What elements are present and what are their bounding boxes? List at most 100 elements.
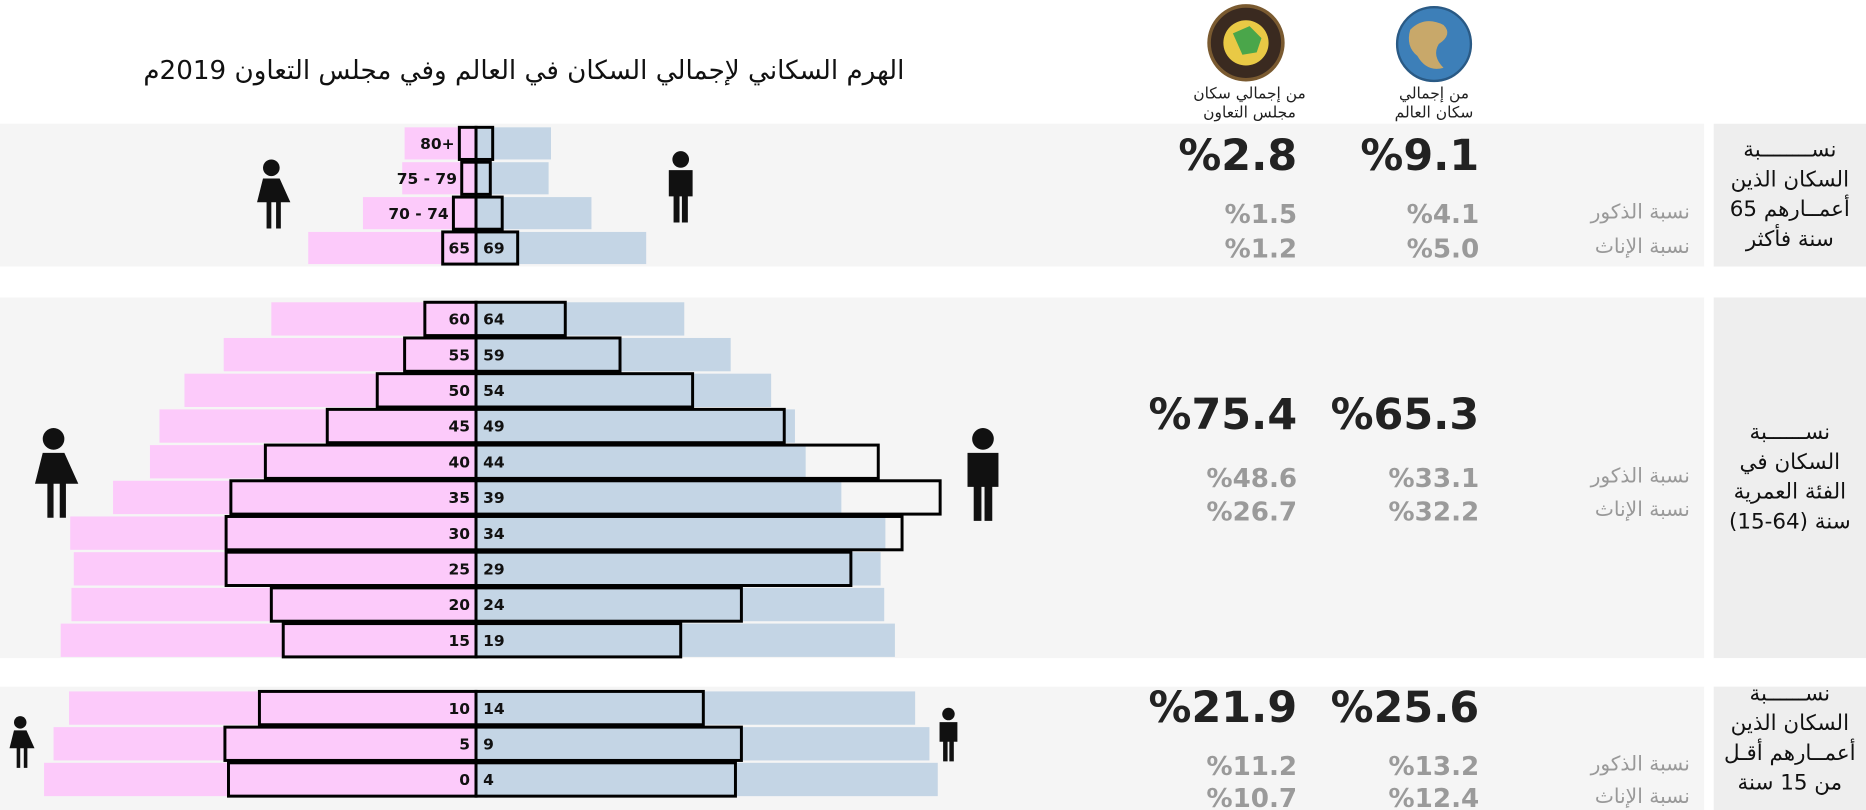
share-total: %75.4 <box>1149 390 1298 440</box>
world-male-bar <box>476 516 885 549</box>
stat-label: نسبة الإناث <box>1595 784 1690 808</box>
age-label: 45 <box>449 418 471 436</box>
share-female: %26.7 <box>1206 497 1297 527</box>
chart: الهرم السكاني لإجمالي السكان في العالم و… <box>0 0 1866 810</box>
stat-label: نسبة الذكور <box>1590 200 1690 224</box>
icon-head <box>972 428 994 450</box>
world-male-bar <box>476 445 806 478</box>
panel-title: نســــــــبة <box>1743 138 1836 163</box>
share-total: %2.8 <box>1178 131 1297 181</box>
age-label: 15 <box>449 632 471 650</box>
age-label: 44 <box>483 453 505 471</box>
panel-title: السكان في <box>1740 450 1841 475</box>
age-label: 59 <box>483 346 505 364</box>
age-label: 40 <box>449 453 471 471</box>
share-total: %65.3 <box>1331 390 1480 440</box>
age-label: 60 <box>449 311 471 329</box>
world-female-bar <box>150 445 476 478</box>
share-female: %32.2 <box>1388 497 1479 527</box>
icon-head <box>14 716 26 728</box>
age-label: 10 <box>449 700 471 718</box>
age-label: 70 - 74 <box>388 205 448 223</box>
stat-label: نسبة الذكور <box>1590 752 1690 776</box>
panel-title: السكان الذين <box>1731 711 1849 736</box>
share-male: %11.2 <box>1206 752 1297 782</box>
share-male: %13.2 <box>1388 752 1479 782</box>
age-label: 50 <box>449 382 471 400</box>
world-female-bar <box>54 727 476 760</box>
stat-label: نسبة الذكور <box>1590 464 1690 488</box>
world-female-bar <box>74 552 476 585</box>
age-label: 30 <box>449 525 471 543</box>
world-female-bar <box>69 691 476 724</box>
age-label: 65 <box>449 240 471 258</box>
age-label: 35 <box>449 489 471 507</box>
column-header: سكان العالم <box>1395 104 1474 122</box>
world-male-bar <box>476 302 684 335</box>
share-male: %33.1 <box>1388 464 1479 494</box>
share-total: %25.6 <box>1331 683 1480 733</box>
world-male-bar <box>476 481 841 514</box>
column-header: من إجمالي سكان <box>1193 85 1306 104</box>
age-label: 49 <box>483 418 505 436</box>
world-male-bar <box>476 409 795 442</box>
world-male-bar <box>476 552 881 585</box>
title: الهرم السكاني لإجمالي السكان في العالم و… <box>143 56 904 86</box>
share-female: %5.0 <box>1407 234 1480 264</box>
age-label: 19 <box>483 632 505 650</box>
world-male-bar <box>476 338 731 371</box>
age-label: 55 <box>449 346 471 364</box>
age-label: 80+ <box>420 135 455 153</box>
share-total: %21.9 <box>1149 683 1298 733</box>
icon-head <box>672 151 689 168</box>
icon-head <box>263 159 280 176</box>
world-female-bar <box>113 481 476 514</box>
world-male-bar <box>476 691 915 724</box>
age-label: 14 <box>483 700 505 718</box>
world-male-bar <box>476 588 884 621</box>
age-label: 39 <box>483 489 505 507</box>
panel-title: من 15 سنة <box>1738 771 1843 796</box>
column-header: مجلس التعاون <box>1203 104 1296 123</box>
panel-title: سنة فأكثر <box>1745 224 1834 252</box>
world-female-bar <box>70 516 476 549</box>
world-male-bar <box>476 624 895 657</box>
panel-title: أعمــارهم أقـل <box>1724 739 1856 766</box>
panel-title: أعمــارهم 65 <box>1730 195 1850 222</box>
share-male: %48.6 <box>1206 464 1297 494</box>
world-female-bar <box>271 302 476 335</box>
age-label: 54 <box>483 382 505 400</box>
share-male: %1.5 <box>1225 200 1298 230</box>
world-female-bar <box>224 338 476 371</box>
panel-title: سنة (64-15) <box>1729 509 1851 534</box>
world-female-bar <box>61 624 476 657</box>
icon-head <box>942 708 954 720</box>
world-male-bar <box>476 763 938 796</box>
page: الهرم السكاني لإجمالي السكان في العالم و… <box>0 0 1866 810</box>
age-label: 24 <box>483 596 505 614</box>
age-label: 20 <box>449 596 471 614</box>
age-label: 34 <box>483 525 505 543</box>
panel-title-bg <box>1714 298 1866 659</box>
world-male-bar <box>476 127 551 159</box>
world-male-bar <box>476 162 549 194</box>
age-label: 69 <box>483 240 505 258</box>
panel-title: نســــــبة <box>1750 681 1831 706</box>
share-total: %9.1 <box>1360 131 1479 181</box>
age-label: 29 <box>483 561 505 579</box>
world-female-bar <box>159 409 476 442</box>
stat-label: نسبة الإناث <box>1595 497 1690 521</box>
share-female: %10.7 <box>1206 784 1297 810</box>
share-female: %12.4 <box>1388 784 1479 810</box>
age-label: 9 <box>483 735 494 753</box>
world-female-bar <box>44 763 476 796</box>
infographic: الهرم السكاني لإجمالي السكان في العالم و… <box>0 0 1866 810</box>
column-header: من إجمالي <box>1399 85 1469 104</box>
age-label: 25 <box>449 561 471 579</box>
panel-title: الفئة العمرية <box>1734 480 1846 505</box>
stat-label: نسبة الإناث <box>1595 234 1690 258</box>
age-label: 75 - 79 <box>397 170 457 188</box>
age-label: 4 <box>483 771 494 789</box>
world-male-bar <box>476 727 929 760</box>
age-label: 0 <box>459 771 470 789</box>
